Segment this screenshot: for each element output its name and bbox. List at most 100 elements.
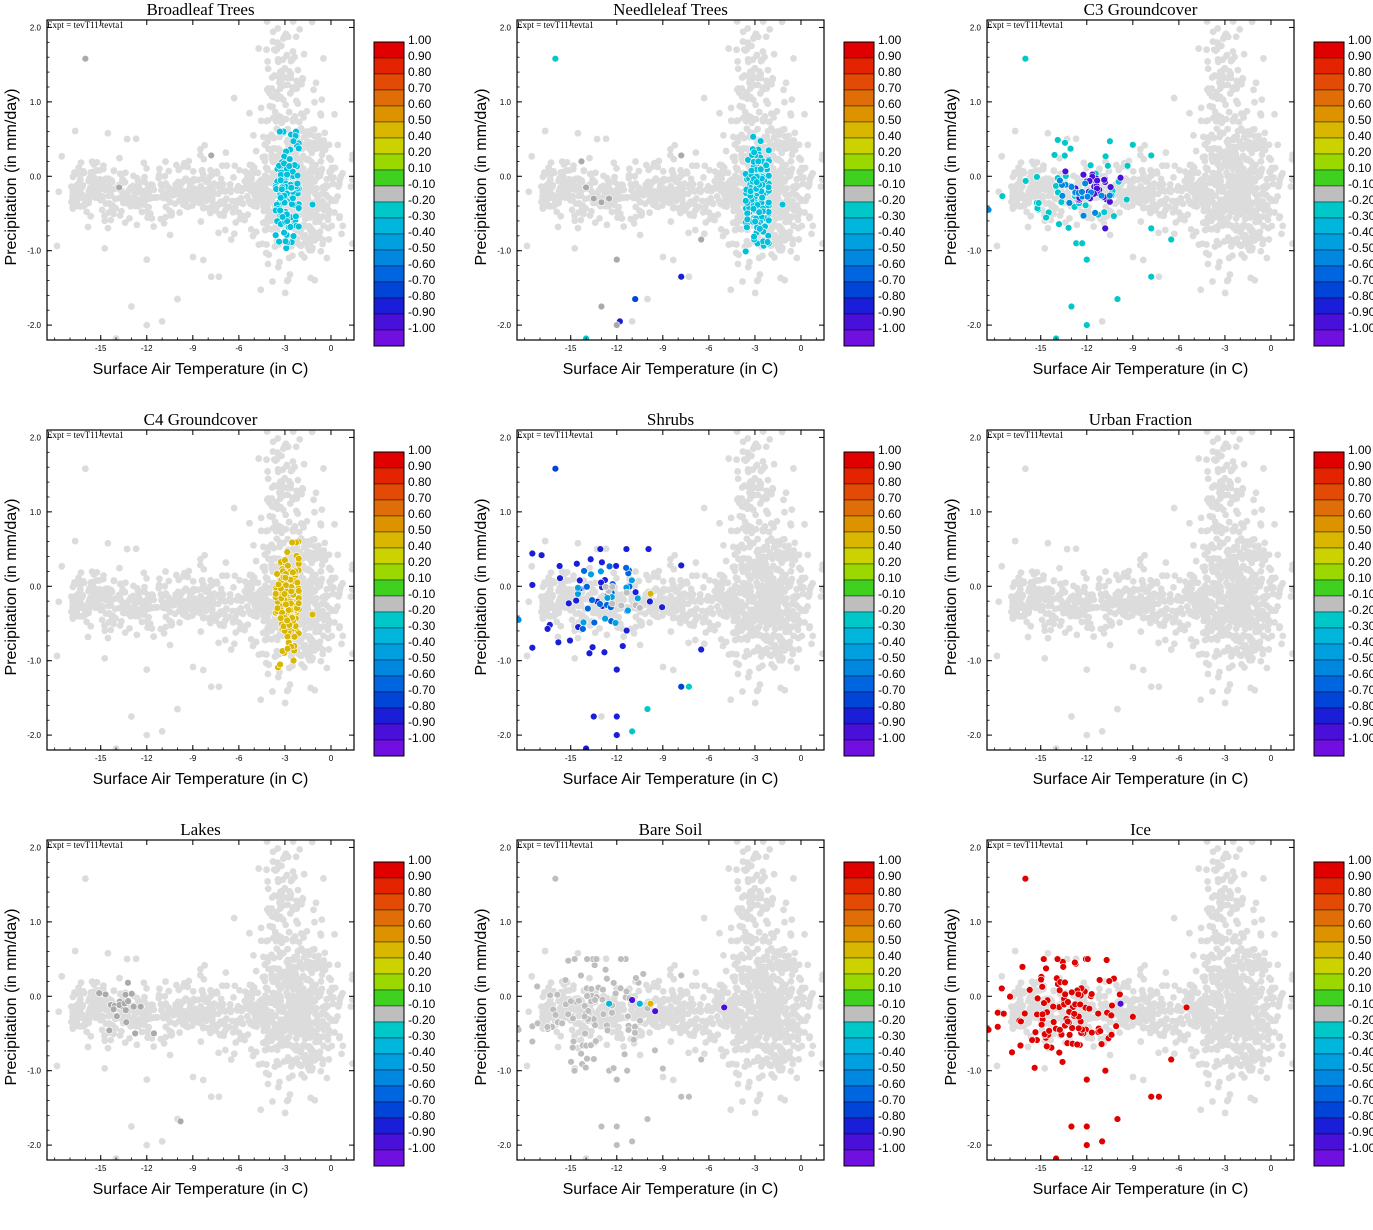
background-point	[287, 271, 294, 278]
background-point	[331, 521, 338, 528]
background-point	[282, 511, 289, 518]
background-point	[1233, 134, 1240, 141]
colorbar-swatch	[844, 42, 874, 58]
background-point	[1147, 181, 1154, 188]
colorbar-label: -0.90	[1348, 305, 1373, 319]
background-point	[1198, 104, 1205, 111]
data-point	[583, 184, 590, 191]
background-point	[571, 245, 578, 252]
background-point	[1265, 236, 1272, 243]
background-point	[1186, 110, 1193, 117]
highlight-point	[276, 238, 283, 245]
highlight-point	[284, 171, 291, 178]
colorbar-label: -0.30	[1348, 209, 1373, 223]
background-point	[318, 522, 325, 529]
highlight-point	[282, 238, 289, 245]
background-point	[1021, 202, 1028, 209]
highlight-point	[1087, 162, 1094, 169]
background-point	[1213, 238, 1220, 245]
highlight-point	[764, 239, 771, 246]
y-tick-label: -1.0	[497, 247, 511, 256]
background-point	[1041, 245, 1048, 252]
highlight-point	[1079, 240, 1086, 247]
background-point	[766, 26, 773, 33]
background-point	[219, 162, 226, 169]
background-point	[181, 160, 188, 167]
background-point	[287, 71, 294, 78]
background-point	[280, 492, 287, 499]
background-point	[1172, 204, 1179, 211]
background-point	[1258, 214, 1265, 221]
colorbar-label: -0.40	[878, 225, 906, 239]
background-point	[1224, 52, 1231, 59]
background-point	[329, 197, 336, 204]
background-point	[1090, 223, 1097, 230]
background-point	[308, 185, 315, 192]
highlight-point	[1106, 192, 1113, 199]
background-point	[1217, 165, 1224, 172]
highlight-point	[295, 145, 302, 152]
background-point	[349, 650, 356, 657]
background-point	[302, 239, 309, 246]
background-point	[112, 196, 119, 203]
background-point	[287, 481, 294, 488]
background-point	[1130, 254, 1137, 261]
background-point	[733, 164, 740, 171]
y-tick-label: 0.0	[970, 172, 982, 181]
background-point	[1221, 238, 1228, 245]
highlight-point	[1059, 192, 1066, 199]
background-point	[104, 130, 111, 137]
background-point	[1232, 151, 1239, 158]
background-point	[764, 67, 771, 74]
background-point	[190, 254, 197, 261]
background-point	[1173, 198, 1180, 205]
background-point	[610, 159, 617, 166]
background-point	[284, 688, 291, 695]
background-point	[667, 152, 674, 159]
colorbar-label: 0.40	[1348, 129, 1372, 143]
colorbar-swatch	[844, 74, 874, 90]
background-point	[348, 593, 355, 600]
background-point	[167, 199, 174, 206]
background-point	[329, 607, 336, 614]
background-point	[215, 229, 222, 236]
background-point	[1248, 149, 1255, 156]
background-point	[782, 219, 789, 226]
background-point	[1162, 227, 1169, 234]
background-point	[528, 153, 535, 160]
background-point	[1238, 226, 1245, 233]
background-point	[207, 210, 214, 217]
background-point	[1289, 240, 1296, 247]
background-point	[756, 109, 763, 116]
background-point	[269, 93, 276, 100]
background-point	[148, 181, 155, 188]
background-point	[315, 543, 322, 550]
background-point	[336, 586, 343, 593]
background-point	[133, 135, 140, 142]
background-point	[281, 65, 288, 72]
background-point	[116, 155, 123, 162]
background-point	[651, 160, 658, 167]
background-point	[1261, 207, 1268, 214]
background-point	[302, 611, 309, 618]
expt-label: Expt = tevT11-tevta1	[47, 430, 124, 440]
background-point	[1170, 174, 1177, 181]
background-point	[263, 250, 270, 257]
background-point	[1201, 158, 1208, 165]
background-point	[311, 99, 318, 106]
background-point	[1199, 240, 1206, 247]
background-point	[692, 196, 699, 203]
highlight-point	[756, 225, 763, 232]
background-point	[806, 176, 813, 183]
background-point	[801, 111, 808, 118]
colorbar-swatch	[844, 154, 874, 170]
background-point	[250, 132, 257, 139]
background-point	[670, 257, 677, 264]
background-point	[311, 277, 318, 284]
background-point	[1252, 219, 1259, 226]
background-point	[231, 95, 238, 102]
background-point	[656, 192, 663, 199]
highlight-point	[277, 207, 284, 214]
data-point	[552, 55, 559, 62]
